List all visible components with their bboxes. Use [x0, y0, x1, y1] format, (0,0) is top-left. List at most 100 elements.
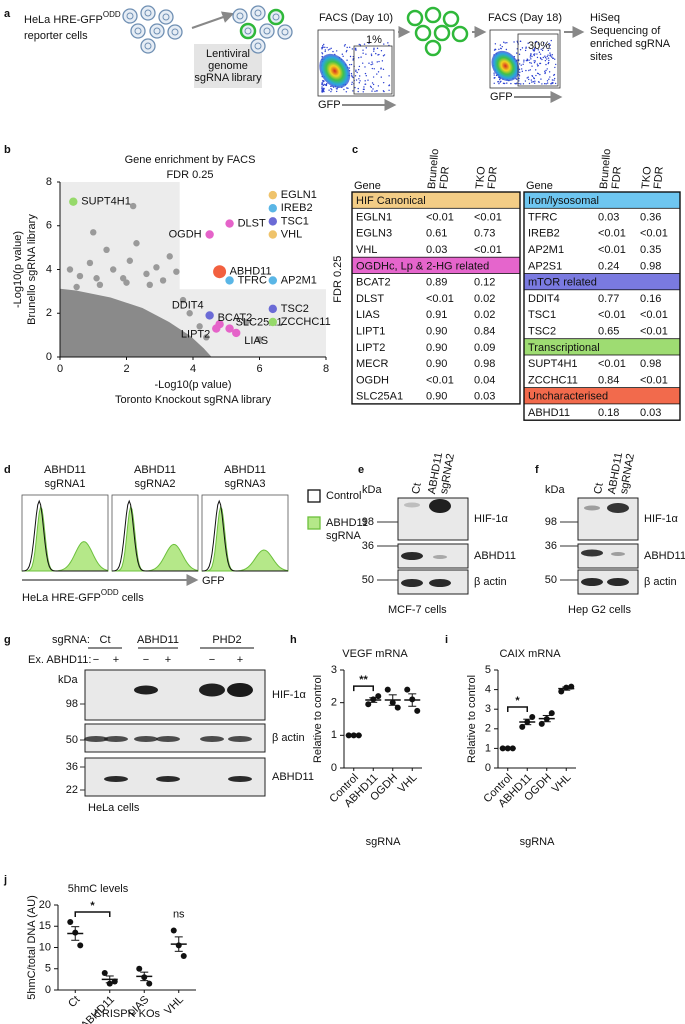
flow-event: [355, 47, 357, 50]
flow-event: [554, 58, 556, 60]
significance-bracket: [74, 911, 111, 917]
flow-event: [357, 90, 359, 93]
point-label: ZCCHC11: [281, 316, 331, 328]
flow-event: [367, 79, 369, 81]
table-cell: 0.16: [640, 293, 661, 305]
point-label: SUPT4H1: [81, 196, 131, 208]
gene-point: [166, 253, 173, 260]
label: Sequencing of: [590, 25, 661, 37]
blot-band: [104, 736, 128, 742]
panel-label: c: [352, 144, 358, 156]
kda-label: kDa: [545, 484, 565, 496]
table-cell: 0.84: [598, 374, 619, 386]
flow-event: [336, 50, 338, 52]
flow-event: [520, 64, 522, 66]
flow-event: [350, 72, 353, 75]
gene-point: [159, 277, 167, 284]
gene-point: [225, 324, 234, 333]
flow-event: [510, 82, 512, 85]
flow-event: [321, 82, 323, 85]
blot-band: [584, 505, 600, 511]
protein-label: HIF-1α: [644, 513, 679, 525]
flow-event: [547, 49, 550, 52]
flow-event: [525, 47, 527, 49]
flow-event: [528, 82, 531, 85]
flow-event: [529, 56, 531, 58]
point-label: BCAT2: [218, 312, 253, 324]
flow-event: [388, 75, 390, 77]
blot-band: [611, 552, 625, 556]
flow-event: [324, 49, 327, 51]
label: HeLa HRE-GFPODD: [24, 10, 121, 26]
flow-event: [530, 53, 532, 55]
flow-event: [326, 82, 328, 85]
marker-label: 22: [66, 784, 78, 796]
flow-event: [518, 73, 520, 76]
column-header: FDR: [486, 166, 500, 190]
flow-event: [370, 53, 373, 55]
cell: [130, 23, 146, 39]
cell-nucleus: [281, 28, 289, 36]
cell: [232, 8, 248, 24]
table-cell: 0.03: [426, 244, 447, 256]
flow-event: [322, 46, 324, 48]
table-cell: 0.90: [426, 358, 447, 370]
flow-event: [387, 42, 389, 44]
flow-event: [545, 45, 547, 47]
x-tick-label: 0: [57, 363, 63, 375]
flow-event: [383, 54, 386, 56]
data-point: [394, 704, 401, 711]
significance-bracket: [507, 706, 528, 713]
flow-event: [382, 68, 385, 71]
flow-event: [533, 48, 536, 50]
gene-point: [186, 310, 193, 317]
column-header: Brunello: [426, 148, 441, 189]
table-cell: <0.01: [640, 309, 668, 321]
x-tick-label: 2: [123, 363, 129, 375]
y-tick-label: 5: [45, 963, 51, 975]
table-cell: <0.01: [598, 309, 626, 321]
cell: [424, 39, 442, 57]
column-header: TKO: [640, 166, 654, 190]
table-cell: 0.36: [640, 211, 661, 223]
point-label: LIPT2: [181, 328, 210, 340]
y-tick-label: 1: [485, 742, 491, 754]
sign-label: −: [93, 654, 99, 666]
flow-event: [323, 88, 325, 90]
flow-event: [330, 90, 332, 93]
flow-event: [540, 48, 542, 51]
cell-line-label: Hep G2 cells: [568, 604, 631, 616]
table-cell: 0.02: [474, 293, 495, 305]
table-cell: <0.01: [474, 211, 502, 223]
cell-nucleus: [126, 12, 134, 20]
flow-event: [364, 83, 366, 85]
x-tick-label: VHL: [162, 994, 186, 1018]
flow-event: [548, 42, 550, 45]
y-tick-label: 8: [46, 176, 52, 188]
flow-event: [519, 40, 522, 43]
flow-event: [552, 82, 554, 85]
flow-event: [331, 89, 333, 91]
flow-event: [343, 88, 345, 91]
flow-event: [346, 46, 348, 49]
table-cell: <0.01: [426, 374, 454, 386]
data-point: [106, 980, 113, 987]
flow-event: [547, 57, 550, 59]
column-header: TKO: [474, 166, 488, 190]
y-tick-label: 0: [46, 351, 52, 363]
cell: [250, 5, 266, 21]
dense-points: [60, 288, 212, 357]
flow-event: [351, 81, 353, 84]
flow-event: [539, 53, 542, 55]
flow-event: [546, 55, 548, 58]
flow-event: [516, 78, 518, 80]
flow-event: [521, 47, 524, 49]
cell: [414, 24, 432, 42]
flow-event: [542, 47, 544, 50]
flow-event: [359, 75, 361, 77]
flow-event: [375, 90, 378, 92]
flow-event: [502, 82, 505, 85]
flow-event: [363, 88, 365, 91]
flow-event: [531, 74, 533, 77]
flow-event: [359, 80, 361, 82]
